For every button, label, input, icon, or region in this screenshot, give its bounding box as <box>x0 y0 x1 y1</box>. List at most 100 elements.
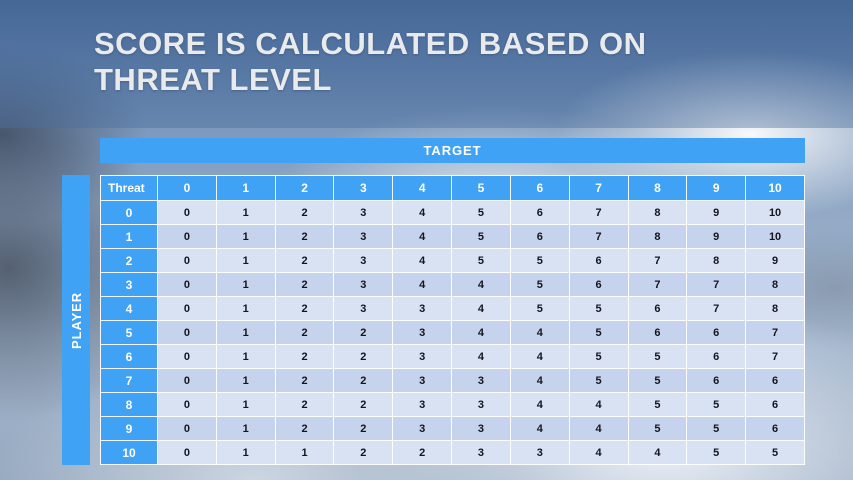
score-cell: 7 <box>627 272 688 297</box>
score-cell: 6 <box>745 368 805 393</box>
target-col-header: 9 <box>686 175 747 201</box>
player-axis-label: PLAYER <box>62 175 90 465</box>
score-cell: 5 <box>686 440 747 465</box>
target-col-header: 8 <box>627 175 688 201</box>
score-cell: 6 <box>745 416 805 441</box>
score-cell: 7 <box>686 272 747 297</box>
score-cell: 3 <box>451 368 511 393</box>
score-cell: 0 <box>157 440 217 465</box>
target-col-header: 7 <box>568 175 629 201</box>
score-cell: 0 <box>157 320 217 345</box>
score-cell: 2 <box>333 344 394 369</box>
score-cell: 2 <box>274 320 335 345</box>
score-cell: 5 <box>745 440 805 465</box>
threat-row-header: 1 <box>100 224 158 249</box>
score-cell: 1 <box>215 224 276 249</box>
score-cell: 2 <box>274 344 335 369</box>
title-line-1: SCORE IS CALCULATED BASED ON <box>94 26 647 61</box>
table-row: 0 0 1 2 3 4 5 6 7 8 9 10 <box>100 200 805 225</box>
threat-row-header: 6 <box>100 344 158 369</box>
target-col-header: 5 <box>451 175 511 201</box>
score-cell: 9 <box>686 200 747 225</box>
score-cell: 6 <box>568 248 629 273</box>
score-cell: 5 <box>568 344 629 369</box>
score-cell: 6 <box>627 296 688 321</box>
score-cell: 3 <box>333 224 394 249</box>
score-cell: 3 <box>392 416 453 441</box>
score-cell: 1 <box>215 296 276 321</box>
score-cell: 8 <box>627 224 688 249</box>
score-cell: 6 <box>509 200 570 225</box>
score-cell: 4 <box>509 344 570 369</box>
score-cell: 0 <box>157 344 217 369</box>
score-cell: 0 <box>157 248 217 273</box>
slide-title: SCORE IS CALCULATED BASED ON THREAT LEVEL <box>94 26 647 98</box>
title-line-2: THREAT LEVEL <box>94 61 332 97</box>
score-cell: 2 <box>274 368 335 393</box>
threat-row-header: 7 <box>100 368 158 393</box>
score-cell: 3 <box>392 320 453 345</box>
score-cell: 4 <box>509 368 570 393</box>
threat-row-header: 8 <box>100 392 158 417</box>
score-cell: 7 <box>745 320 805 345</box>
score-cell: 0 <box>157 296 217 321</box>
score-cell: 1 <box>215 200 276 225</box>
score-cell: 9 <box>686 224 747 249</box>
score-cell: 1 <box>215 344 276 369</box>
score-cell: 1 <box>274 440 335 465</box>
score-cell: 5 <box>568 296 629 321</box>
score-cell: 0 <box>157 368 217 393</box>
score-cell: 3 <box>451 392 511 417</box>
score-cell: 7 <box>686 296 747 321</box>
target-col-header: 4 <box>392 175 453 201</box>
score-cell: 5 <box>451 224 511 249</box>
score-cell: 5 <box>627 344 688 369</box>
score-cell: 5 <box>451 200 511 225</box>
threat-row-header: 4 <box>100 296 158 321</box>
score-cell: 10 <box>745 224 805 249</box>
score-cell: 8 <box>627 200 688 225</box>
score-cell: 3 <box>333 272 394 297</box>
score-cell: 4 <box>627 440 688 465</box>
score-cell: 3 <box>333 248 394 273</box>
score-cell: 0 <box>157 224 217 249</box>
score-cell: 5 <box>509 248 570 273</box>
score-cell: 2 <box>274 392 335 417</box>
score-cell: 6 <box>686 344 747 369</box>
score-cell: 1 <box>215 392 276 417</box>
score-cell: 3 <box>392 368 453 393</box>
score-cell: 5 <box>568 320 629 345</box>
score-cell: 8 <box>686 248 747 273</box>
score-cell: 5 <box>509 296 570 321</box>
score-cell: 1 <box>215 440 276 465</box>
score-cell: 0 <box>157 200 217 225</box>
target-col-header: 6 <box>509 175 570 201</box>
score-cell: 4 <box>392 200 453 225</box>
threat-corner-cell: Threat <box>100 175 158 201</box>
score-cell: 3 <box>451 416 511 441</box>
score-cell: 0 <box>157 272 217 297</box>
score-cell: 2 <box>333 368 394 393</box>
score-cell: 4 <box>568 392 629 417</box>
score-cell: 2 <box>274 248 335 273</box>
score-cell: 4 <box>451 320 511 345</box>
target-col-header: 3 <box>333 175 394 201</box>
score-cell: 6 <box>686 320 747 345</box>
score-cell: 2 <box>333 320 394 345</box>
score-cell: 6 <box>627 320 688 345</box>
score-cell: 8 <box>745 296 805 321</box>
score-cell: 6 <box>686 368 747 393</box>
score-cell: 4 <box>392 248 453 273</box>
threat-row-header: 9 <box>100 416 158 441</box>
score-cell: 4 <box>392 224 453 249</box>
target-axis-label: TARGET <box>100 138 805 163</box>
score-cell: 2 <box>274 416 335 441</box>
table-row: 1 0 1 2 3 4 5 6 7 8 9 10 <box>100 224 805 249</box>
score-cell: 1 <box>215 368 276 393</box>
score-cell: 4 <box>392 272 453 297</box>
player-axis-label-text: PLAYER <box>68 291 84 349</box>
